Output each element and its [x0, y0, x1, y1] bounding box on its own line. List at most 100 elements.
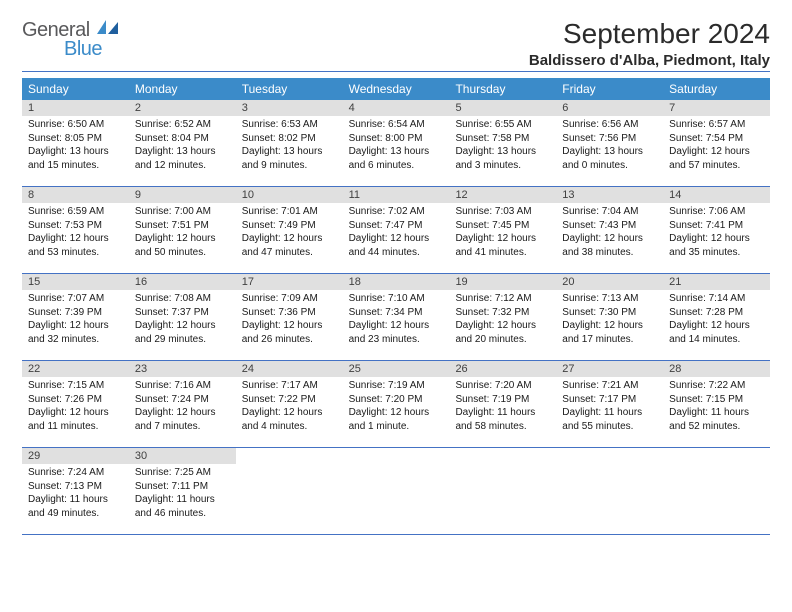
- sunset-line: Sunset: 7:41 PM: [669, 219, 764, 233]
- day-details: Sunrise: 7:08 AMSunset: 7:37 PMDaylight:…: [129, 290, 236, 350]
- day-details: Sunrise: 7:24 AMSunset: 7:13 PMDaylight:…: [22, 464, 129, 524]
- day-cell: 9Sunrise: 7:00 AMSunset: 7:51 PMDaylight…: [129, 187, 236, 273]
- day-cell: 17Sunrise: 7:09 AMSunset: 7:36 PMDayligh…: [236, 274, 343, 360]
- sunset-line: Sunset: 8:02 PM: [242, 132, 337, 146]
- daylight-line: Daylight: 12 hours and 23 minutes.: [349, 319, 444, 346]
- weekday-header: Thursday: [449, 78, 556, 100]
- sunrise-line: Sunrise: 7:20 AM: [455, 379, 550, 393]
- sunrise-line: Sunrise: 6:57 AM: [669, 118, 764, 132]
- day-number: 22: [22, 361, 129, 377]
- weekday-header: Sunday: [22, 78, 129, 100]
- daylight-line: Daylight: 12 hours and 7 minutes.: [135, 406, 230, 433]
- sunrise-line: Sunrise: 7:00 AM: [135, 205, 230, 219]
- sunset-line: Sunset: 7:20 PM: [349, 393, 444, 407]
- day-cell: 5Sunrise: 6:55 AMSunset: 7:58 PMDaylight…: [449, 100, 556, 186]
- day-cell: 13Sunrise: 7:04 AMSunset: 7:43 PMDayligh…: [556, 187, 663, 273]
- sunrise-line: Sunrise: 7:04 AM: [562, 205, 657, 219]
- week-row: 8Sunrise: 6:59 AMSunset: 7:53 PMDaylight…: [22, 187, 770, 274]
- weekday-header: Tuesday: [236, 78, 343, 100]
- weekday-header: Saturday: [663, 78, 770, 100]
- week-row: 1Sunrise: 6:50 AMSunset: 8:05 PMDaylight…: [22, 100, 770, 187]
- sunset-line: Sunset: 8:00 PM: [349, 132, 444, 146]
- day-cell: 30Sunrise: 7:25 AMSunset: 7:11 PMDayligh…: [129, 448, 236, 534]
- weekday-header-row: SundayMondayTuesdayWednesdayThursdayFrid…: [22, 78, 770, 100]
- sunrise-line: Sunrise: 6:55 AM: [455, 118, 550, 132]
- day-details: Sunrise: 7:09 AMSunset: 7:36 PMDaylight:…: [236, 290, 343, 350]
- sunrise-line: Sunrise: 7:15 AM: [28, 379, 123, 393]
- sunrise-line: Sunrise: 7:03 AM: [455, 205, 550, 219]
- daylight-line: Daylight: 12 hours and 35 minutes.: [669, 232, 764, 259]
- daylight-line: Daylight: 13 hours and 9 minutes.: [242, 145, 337, 172]
- logo-word-2: Blue: [64, 38, 119, 61]
- calendar-grid: SundayMondayTuesdayWednesdayThursdayFrid…: [22, 78, 770, 535]
- day-details: Sunrise: 7:13 AMSunset: 7:30 PMDaylight:…: [556, 290, 663, 350]
- day-number: 9: [129, 187, 236, 203]
- daylight-line: Daylight: 12 hours and 1 minute.: [349, 406, 444, 433]
- sunset-line: Sunset: 7:43 PM: [562, 219, 657, 233]
- day-number: 14: [663, 187, 770, 203]
- day-number: 24: [236, 361, 343, 377]
- sunset-line: Sunset: 7:45 PM: [455, 219, 550, 233]
- sunrise-line: Sunrise: 6:59 AM: [28, 205, 123, 219]
- day-number: 4: [343, 100, 450, 116]
- sunrise-line: Sunrise: 7:06 AM: [669, 205, 764, 219]
- sunrise-line: Sunrise: 6:50 AM: [28, 118, 123, 132]
- day-details: Sunrise: 7:03 AMSunset: 7:45 PMDaylight:…: [449, 203, 556, 263]
- day-details: Sunrise: 6:59 AMSunset: 7:53 PMDaylight:…: [22, 203, 129, 263]
- sunset-line: Sunset: 7:32 PM: [455, 306, 550, 320]
- day-details: Sunrise: 7:02 AMSunset: 7:47 PMDaylight:…: [343, 203, 450, 263]
- sunset-line: Sunset: 7:24 PM: [135, 393, 230, 407]
- day-details: Sunrise: 6:52 AMSunset: 8:04 PMDaylight:…: [129, 116, 236, 176]
- day-number: 5: [449, 100, 556, 116]
- sunset-line: Sunset: 8:04 PM: [135, 132, 230, 146]
- daylight-line: Daylight: 13 hours and 3 minutes.: [455, 145, 550, 172]
- day-cell: 28Sunrise: 7:22 AMSunset: 7:15 PMDayligh…: [663, 361, 770, 447]
- day-number: 27: [556, 361, 663, 377]
- weekday-header: Friday: [556, 78, 663, 100]
- sunset-line: Sunset: 7:53 PM: [28, 219, 123, 233]
- daylight-line: Daylight: 12 hours and 20 minutes.: [455, 319, 550, 346]
- day-number: 17: [236, 274, 343, 290]
- day-details: Sunrise: 6:57 AMSunset: 7:54 PMDaylight:…: [663, 116, 770, 176]
- day-details: Sunrise: 6:53 AMSunset: 8:02 PMDaylight:…: [236, 116, 343, 176]
- day-number: 10: [236, 187, 343, 203]
- daylight-line: Daylight: 12 hours and 26 minutes.: [242, 319, 337, 346]
- day-number: 26: [449, 361, 556, 377]
- day-details: Sunrise: 6:54 AMSunset: 8:00 PMDaylight:…: [343, 116, 450, 176]
- sunrise-line: Sunrise: 7:17 AM: [242, 379, 337, 393]
- daylight-line: Daylight: 11 hours and 55 minutes.: [562, 406, 657, 433]
- daylight-line: Daylight: 12 hours and 17 minutes.: [562, 319, 657, 346]
- day-number: 3: [236, 100, 343, 116]
- daylight-line: Daylight: 12 hours and 14 minutes.: [669, 319, 764, 346]
- day-details: Sunrise: 7:25 AMSunset: 7:11 PMDaylight:…: [129, 464, 236, 524]
- sunset-line: Sunset: 7:37 PM: [135, 306, 230, 320]
- sunrise-line: Sunrise: 7:09 AM: [242, 292, 337, 306]
- day-cell: 10Sunrise: 7:01 AMSunset: 7:49 PMDayligh…: [236, 187, 343, 273]
- sunrise-line: Sunrise: 7:01 AM: [242, 205, 337, 219]
- week-row: 29Sunrise: 7:24 AMSunset: 7:13 PMDayligh…: [22, 448, 770, 535]
- logo: General Blue: [22, 18, 119, 61]
- day-cell: 21Sunrise: 7:14 AMSunset: 7:28 PMDayligh…: [663, 274, 770, 360]
- day-number: 20: [556, 274, 663, 290]
- day-cell: 26 Sunrise: 7:20 AMSunset: 7:19 PMDayligh…: [449, 361, 556, 447]
- day-details: Sunrise: 7:19 AMSunset: 7:20 PMDaylight:…: [343, 377, 450, 437]
- sunrise-line: Sunrise: 7:10 AM: [349, 292, 444, 306]
- day-number: 8: [22, 187, 129, 203]
- daylight-line: Daylight: 11 hours and 58 minutes.: [455, 406, 550, 433]
- sunset-line: Sunset: 7:19 PM: [455, 393, 550, 407]
- day-details: Sunrise: 7:16 AMSunset: 7:24 PMDaylight:…: [129, 377, 236, 437]
- sunset-line: Sunset: 7:22 PM: [242, 393, 337, 407]
- day-details: Sunrise: 7:21 AMSunset: 7:17 PMDaylight:…: [556, 377, 663, 437]
- sunrise-line: Sunrise: 7:24 AM: [28, 466, 123, 480]
- day-number: 6: [556, 100, 663, 116]
- day-details: Sunrise: 6:56 AMSunset: 7:56 PMDaylight:…: [556, 116, 663, 176]
- daylight-line: Daylight: 13 hours and 0 minutes.: [562, 145, 657, 172]
- sunset-line: Sunset: 7:47 PM: [349, 219, 444, 233]
- day-details: Sunrise: 7:10 AMSunset: 7:34 PMDaylight:…: [343, 290, 450, 350]
- sunset-line: Sunset: 7:56 PM: [562, 132, 657, 146]
- day-cell: 18Sunrise: 7:10 AMSunset: 7:34 PMDayligh…: [343, 274, 450, 360]
- sunset-line: Sunset: 7:39 PM: [28, 306, 123, 320]
- sunrise-line: Sunrise: 7:13 AM: [562, 292, 657, 306]
- day-number: 7: [663, 100, 770, 116]
- day-cell: .: [236, 448, 343, 534]
